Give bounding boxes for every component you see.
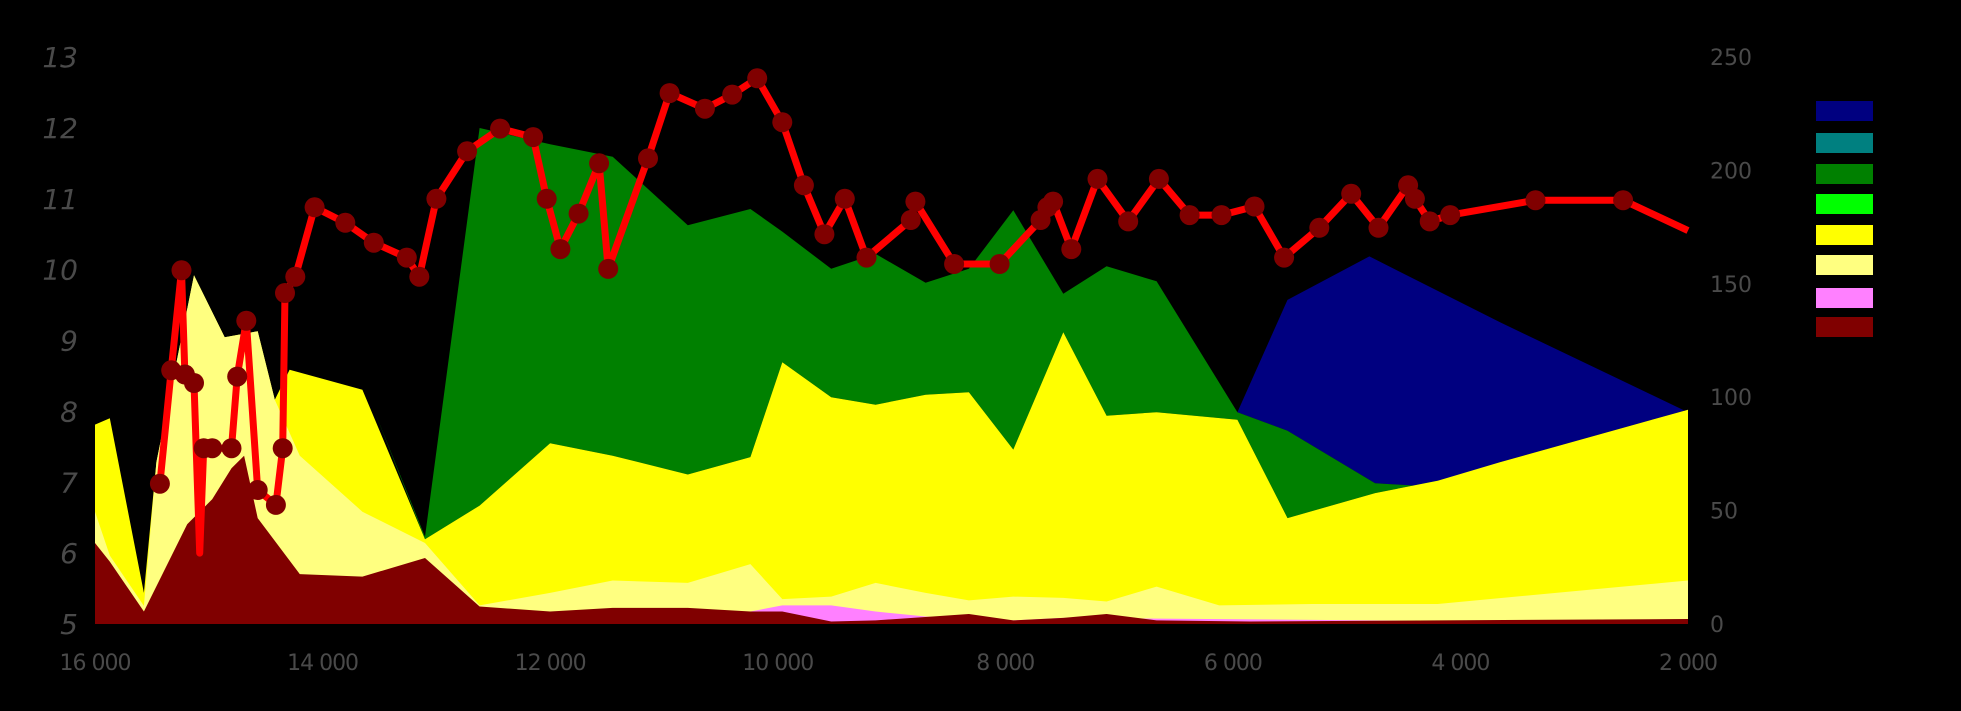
line-marker bbox=[550, 239, 571, 260]
line-marker bbox=[989, 254, 1010, 274]
legend-swatch bbox=[1816, 133, 1873, 153]
x-axis-tick-label: 12 000 bbox=[515, 651, 586, 676]
line-marker bbox=[834, 188, 855, 209]
line-marker bbox=[814, 224, 835, 245]
legend-swatch bbox=[1816, 164, 1873, 184]
line-marker bbox=[944, 254, 965, 274]
line-marker bbox=[236, 310, 257, 331]
right-axis-tick-label: 200 bbox=[1710, 159, 1752, 184]
line-marker bbox=[900, 210, 921, 230]
line-marker bbox=[265, 494, 286, 515]
x-axis-tick-label: 10 000 bbox=[742, 651, 813, 676]
line-marker bbox=[202, 438, 223, 459]
line-marker bbox=[536, 188, 557, 209]
line-marker bbox=[747, 68, 768, 89]
line-marker bbox=[1613, 190, 1634, 211]
x-axis-tick-label: 8 000 bbox=[976, 651, 1034, 676]
left-axis-tick-label: 8 bbox=[60, 395, 78, 428]
right-axis-tick-label: 250 bbox=[1710, 46, 1752, 71]
line-marker bbox=[1274, 247, 1295, 268]
line-marker bbox=[1341, 183, 1362, 204]
line-marker bbox=[1148, 168, 1169, 189]
stacked-areas bbox=[95, 128, 1688, 624]
right-axis-tick-label: 150 bbox=[1710, 273, 1752, 298]
line-marker bbox=[905, 191, 926, 212]
line-marker bbox=[1211, 205, 1232, 226]
line-marker bbox=[227, 366, 248, 387]
line-marker bbox=[1525, 190, 1546, 211]
x-axis-tick-label: 16 000 bbox=[60, 651, 131, 676]
line-marker bbox=[396, 247, 417, 268]
right-y-axis: 0 50 100 150 200 250 bbox=[1710, 46, 1752, 638]
line-marker bbox=[722, 84, 743, 105]
left-axis-tick-label: 7 bbox=[60, 466, 78, 499]
x-axis-tick-label: 6 000 bbox=[1204, 651, 1262, 676]
line-marker bbox=[149, 473, 170, 494]
line-marker bbox=[1404, 188, 1425, 209]
line-marker bbox=[694, 98, 715, 119]
legend-swatch bbox=[1816, 101, 1873, 121]
line-marker bbox=[598, 258, 619, 279]
line-marker bbox=[1061, 239, 1082, 260]
left-axis-tick-label: 6 bbox=[60, 537, 78, 570]
temperature-line bbox=[149, 68, 1690, 557]
area-green bbox=[374, 128, 1438, 540]
left-axis-tick-label: 9 bbox=[60, 325, 78, 358]
x-axis-tick-label: 14 000 bbox=[287, 651, 358, 676]
left-axis-tick-label: 13 bbox=[42, 41, 78, 74]
line-marker bbox=[221, 438, 242, 459]
legend-swatch bbox=[1816, 194, 1873, 214]
line-marker bbox=[1309, 217, 1330, 238]
line-marker bbox=[184, 373, 204, 393]
line-marker bbox=[772, 112, 793, 133]
x-axis-tick-label: 4 000 bbox=[1431, 651, 1489, 676]
line-marker bbox=[335, 212, 356, 233]
line-marker bbox=[1043, 191, 1064, 212]
line-marker bbox=[285, 266, 306, 287]
legend-swatch bbox=[1816, 288, 1873, 308]
line-marker bbox=[409, 266, 430, 287]
line-marker bbox=[304, 197, 325, 218]
line-marker bbox=[638, 148, 658, 169]
line-marker bbox=[275, 283, 295, 303]
left-axis-tick-label: 10 bbox=[42, 254, 78, 287]
line-marker bbox=[1440, 205, 1461, 226]
line-marker bbox=[568, 203, 589, 224]
legend-swatch bbox=[1816, 255, 1873, 275]
line-marker bbox=[1087, 168, 1108, 189]
line-marker bbox=[659, 83, 680, 104]
x-axis-tick-label: 2 000 bbox=[1659, 651, 1717, 676]
left-y-axis: 5 6 7 8 9 10 11 12 13 bbox=[42, 41, 78, 641]
line-marker bbox=[426, 188, 447, 209]
right-axis-tick-label: 0 bbox=[1710, 613, 1724, 638]
line-marker bbox=[1244, 196, 1265, 217]
line-marker bbox=[1419, 211, 1440, 232]
line-marker bbox=[1118, 211, 1139, 232]
line-marker bbox=[523, 127, 544, 148]
line-marker bbox=[171, 260, 192, 281]
line-marker bbox=[272, 438, 293, 459]
line-marker bbox=[1368, 217, 1389, 238]
line-marker bbox=[247, 480, 268, 500]
line-marker bbox=[589, 153, 610, 174]
legend bbox=[1816, 101, 1873, 337]
line-marker bbox=[793, 175, 814, 196]
area-yellow bbox=[95, 275, 1688, 624]
line-marker bbox=[856, 247, 877, 268]
legend-swatch bbox=[1816, 225, 1873, 245]
left-axis-tick-label: 12 bbox=[42, 112, 78, 145]
line-marker bbox=[363, 232, 384, 253]
left-axis-tick-label: 11 bbox=[42, 183, 78, 216]
x-axis: 16 000 14 000 12 000 10 000 8 000 6 000 4 000 2… bbox=[60, 651, 1718, 676]
line-marker bbox=[1179, 205, 1200, 226]
area-navy bbox=[1237, 256, 1688, 487]
line-marker bbox=[490, 118, 511, 139]
left-axis-tick-label: 5 bbox=[60, 608, 78, 641]
legend-swatch bbox=[1816, 317, 1873, 337]
right-axis-tick-label: 100 bbox=[1710, 386, 1752, 411]
line-marker bbox=[457, 141, 478, 162]
right-axis-tick-label: 50 bbox=[1710, 500, 1738, 525]
area-maroon bbox=[95, 455, 1688, 624]
